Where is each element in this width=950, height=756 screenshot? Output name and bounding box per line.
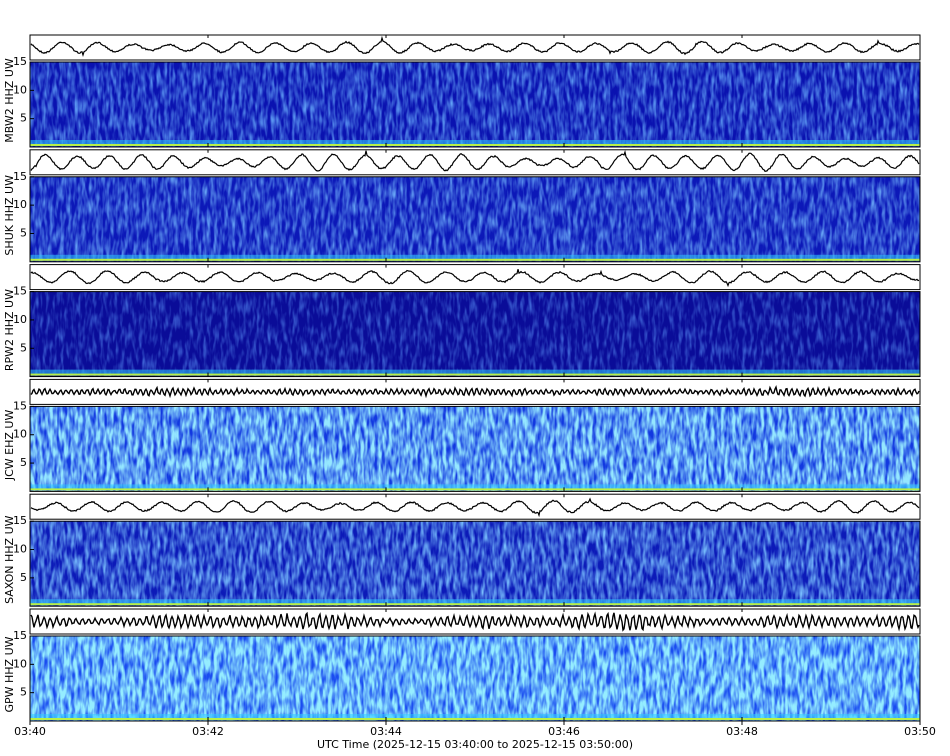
y-tick-label: 10 bbox=[13, 313, 27, 326]
low-frequency-line bbox=[30, 603, 920, 606]
low-frequency-band bbox=[30, 254, 920, 260]
y-tick-label: 10 bbox=[13, 428, 27, 441]
y-tick-label: 10 bbox=[13, 198, 27, 211]
spectrogram-texture bbox=[30, 291, 920, 377]
x-tick-label: 03:50 bbox=[904, 725, 936, 738]
spectrogram-texture bbox=[30, 176, 920, 262]
y-tick-label: 15 bbox=[13, 170, 27, 183]
waveform bbox=[30, 497, 920, 518]
waveform-frame bbox=[29, 149, 921, 176]
y-tick-label: 10 bbox=[13, 657, 27, 670]
low-frequency-band bbox=[30, 484, 920, 490]
y-tick-label: 15 bbox=[13, 285, 27, 298]
y-tick-label: 5 bbox=[20, 571, 27, 584]
spectrogram-texture bbox=[30, 62, 920, 147]
station-label: SAXON HHZ UW bbox=[3, 515, 16, 604]
low-frequency-band bbox=[30, 369, 920, 375]
y-tick-label: 5 bbox=[20, 226, 27, 239]
x-tick-label: 03:46 bbox=[548, 725, 580, 738]
low-frequency-line bbox=[30, 488, 920, 491]
waveform-frame bbox=[29, 34, 921, 61]
y-tick-label: 5 bbox=[20, 341, 27, 354]
low-frequency-line bbox=[30, 718, 920, 720]
spectrogram-frame bbox=[29, 635, 921, 722]
y-tick-label: 15 bbox=[13, 399, 27, 412]
low-frequency-band bbox=[30, 140, 920, 145]
low-frequency-line bbox=[30, 258, 920, 261]
y-tick-label: 15 bbox=[13, 514, 27, 527]
spectrogram-frame bbox=[29, 291, 921, 378]
x-tick-label: 03:48 bbox=[726, 725, 758, 738]
x-tick-label: 03:44 bbox=[370, 725, 402, 738]
y-tick-label: 5 bbox=[20, 112, 27, 125]
waveform bbox=[30, 385, 920, 399]
spectrogram-texture bbox=[30, 636, 920, 721]
spectrogram-frame bbox=[29, 520, 921, 607]
station-label: RPW2 HHZ UW bbox=[3, 289, 16, 371]
y-tick-label: 15 bbox=[13, 55, 27, 68]
waveform bbox=[30, 611, 920, 632]
x-tick-label: 03:42 bbox=[192, 725, 224, 738]
y-tick-label: 10 bbox=[13, 543, 27, 556]
spectrogram-frame bbox=[29, 405, 921, 492]
low-frequency-line bbox=[30, 373, 920, 376]
waveform bbox=[30, 149, 920, 172]
x-tick-label: 03:40 bbox=[14, 725, 46, 738]
station-label: JCW EHZ UW bbox=[3, 410, 16, 482]
y-tick-label: 10 bbox=[13, 83, 27, 96]
low-frequency-line bbox=[30, 144, 920, 146]
spectrogram-texture bbox=[30, 521, 920, 607]
y-tick-label: 5 bbox=[20, 456, 27, 469]
station-label: GPW HHZ UW bbox=[3, 636, 16, 712]
waveform bbox=[30, 269, 920, 288]
y-tick-label: 5 bbox=[20, 686, 27, 699]
spectrogram-frame bbox=[29, 61, 921, 148]
y-tick-label: 15 bbox=[13, 629, 27, 642]
waveform bbox=[30, 35, 920, 58]
spectrogram-frame bbox=[29, 176, 921, 263]
low-frequency-band bbox=[30, 714, 920, 719]
x-axis-label: UTC Time (2025-12-15 03:40:00 to 2025-12… bbox=[317, 738, 633, 751]
spectrogram-texture bbox=[30, 406, 920, 492]
station-label: SHUK HHZ UW bbox=[3, 175, 16, 256]
station-label: MBW2 HHZ UW bbox=[3, 58, 16, 143]
low-frequency-band bbox=[30, 599, 920, 605]
